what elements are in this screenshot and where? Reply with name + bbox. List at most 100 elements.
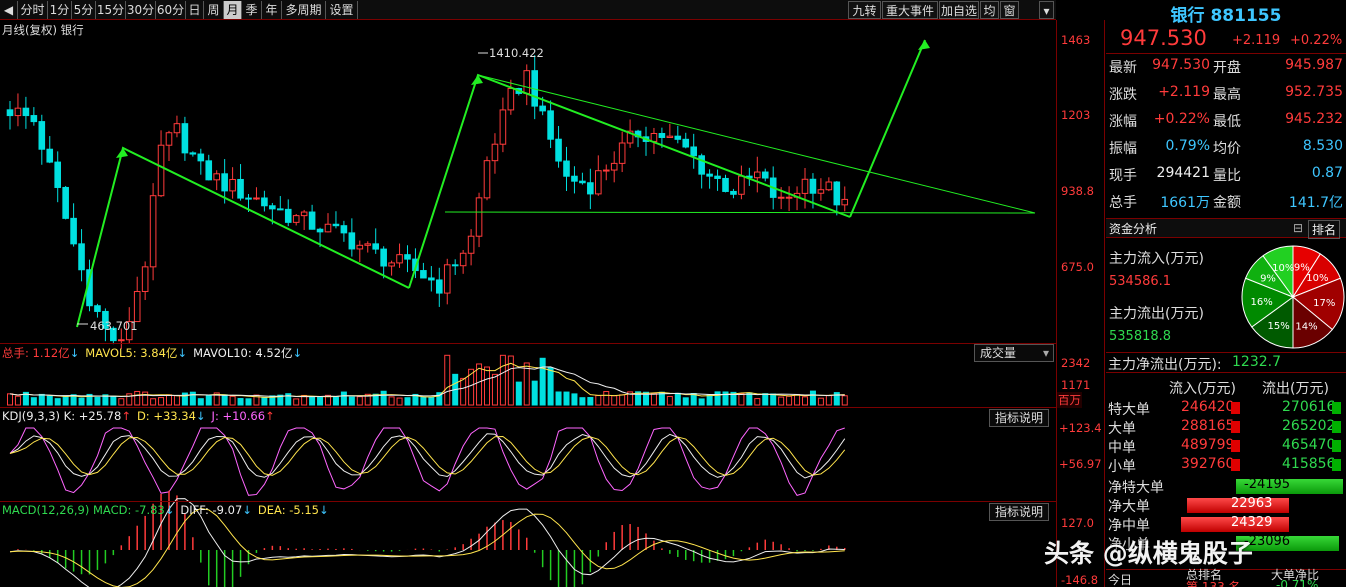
net-label: 净特大单 <box>1108 480 1164 496</box>
candle-body <box>221 173 228 192</box>
volume-bar <box>722 391 729 406</box>
period-tab[interactable]: 年 <box>262 1 282 19</box>
macd-tick: -146.8 <box>1061 573 1099 587</box>
net-label: 净大单 <box>1108 499 1150 515</box>
kdj-line <box>9 427 845 496</box>
quote-row: 最新 947.530 开盘 945.987 <box>1106 57 1346 84</box>
toolbar-button[interactable]: 窗 <box>1000 1 1019 19</box>
toolbar-button[interactable]: 加自选 <box>939 1 979 19</box>
flow-row: 大单 288165 265202 <box>1106 418 1346 437</box>
period-tab[interactable]: 15分 <box>96 1 126 19</box>
period-tab[interactable]: 设置 <box>326 1 358 19</box>
candle-body <box>451 264 459 267</box>
arrow-down-icon: ↓ <box>292 346 303 360</box>
quote-row: 现手 294421 量比 0.87 <box>1106 165 1346 192</box>
toolbar-button[interactable]: 重大事件 <box>882 1 938 19</box>
net-value: -24195 <box>1244 477 1291 492</box>
volume-bar <box>205 394 212 406</box>
volume-bar <box>62 395 69 406</box>
volume-bar <box>786 395 793 406</box>
macd-help-button[interactable]: 指标说明 <box>989 503 1050 521</box>
volume-bar <box>70 394 77 406</box>
large-net-ratio-value: -0.71% <box>1276 578 1319 587</box>
period-tab[interactable]: 多周期 <box>282 1 326 19</box>
dropdown-arrow-icon[interactable]: ▾ <box>1039 1 1054 19</box>
net-flow-label: 主力净流出(万元): <box>1108 357 1222 373</box>
settings-icon[interactable]: ⊟ <box>1293 221 1304 235</box>
macd-line <box>9 507 845 587</box>
volume-bar <box>515 381 522 406</box>
volume-bar <box>468 368 475 406</box>
candle-body <box>555 138 562 162</box>
volume-bar <box>778 396 785 406</box>
volume-bar <box>317 396 324 406</box>
toolbar-button[interactable]: 九转 <box>848 1 881 19</box>
inflow-bar <box>1231 459 1240 471</box>
candle-body <box>579 180 586 184</box>
divider <box>0 343 1056 344</box>
arrow-down-icon: ↓ <box>319 503 329 517</box>
candle-body <box>547 110 554 140</box>
volume-bar <box>499 354 506 406</box>
volume-button-label: 成交量 <box>980 346 1017 360</box>
volume-bar <box>189 391 196 406</box>
arrow-up-icon: ↑ <box>265 409 275 423</box>
candle-body <box>841 198 849 206</box>
period-tab[interactable]: 周 <box>204 1 224 19</box>
period-tab[interactable]: 日 <box>186 1 204 19</box>
period-tab[interactable]: 1分 <box>48 1 72 19</box>
volume-bar <box>102 394 109 406</box>
volume-bar <box>412 393 419 406</box>
candle-body <box>674 135 682 140</box>
period-tab[interactable]: 分时 <box>18 1 48 19</box>
net-flow-value: 1232.7 <box>1232 354 1281 370</box>
stock-name: 银行 881155 <box>1170 6 1282 26</box>
period-tab[interactable]: 30分 <box>126 1 156 19</box>
period-tab[interactable]: 60分 <box>156 1 186 19</box>
flow-value: 465470 <box>1282 437 1336 453</box>
kdj-help-button[interactable]: 指标说明 <box>989 409 1050 427</box>
candle-body <box>6 109 14 117</box>
quote-row: 总手 1661万 金额 141.7亿 <box>1106 192 1346 219</box>
candle-body <box>269 205 276 210</box>
period-tab[interactable]: 5分 <box>72 1 96 19</box>
volume-indicator-button[interactable]: 成交量 ▾ <box>974 344 1054 362</box>
indicator-text: KDJ(9,3,3) K: +25.78 <box>2 409 122 423</box>
quote-value: 945.232 <box>1285 111 1343 127</box>
divider <box>0 407 1056 408</box>
candle-body <box>809 178 817 194</box>
price-tick: 675.0 <box>1061 260 1094 274</box>
volume-bar <box>166 394 172 406</box>
candle-body <box>396 254 403 264</box>
kdj-tick: +56.97 <box>1059 457 1102 471</box>
resistance-line <box>477 74 1036 214</box>
volume-bar <box>619 394 626 406</box>
last-price: 947.530 <box>1120 26 1207 50</box>
kline-chart-svg[interactable] <box>0 20 1105 587</box>
indicator-value: DIFF: -9.07↓ <box>180 503 252 517</box>
candle-body <box>459 252 467 267</box>
volume-bar <box>110 395 117 406</box>
toolbar-button[interactable]: 均 <box>980 1 999 19</box>
candle-body <box>436 279 443 294</box>
tab-fund-analysis[interactable]: 资金分析 <box>1109 222 1158 236</box>
candle-body <box>825 181 833 191</box>
main-outflow-label: 主力流出(万元) <box>1109 306 1204 322</box>
outflow-bar <box>1332 421 1341 433</box>
flow-label: 中单 <box>1108 440 1136 456</box>
period-tab[interactable]: 月 <box>224 1 242 19</box>
indicator-value: DEA: -5.15↓ <box>258 503 329 517</box>
rank-button[interactable]: 排名 <box>1308 220 1341 239</box>
volume-bar <box>571 393 578 406</box>
quote-label: 量比 <box>1213 168 1241 184</box>
volume-bar <box>738 393 745 406</box>
volume-bar <box>348 396 355 406</box>
prev-arrow-icon[interactable]: ◀ <box>0 1 18 19</box>
volume-bar <box>706 394 713 406</box>
arrow-down-icon: ↓ <box>242 503 252 517</box>
period-tab[interactable]: 季 <box>242 1 262 19</box>
candle-body <box>563 160 570 177</box>
period-toolbar: ◀ 分时 1分 5分 15分 30分 60分日周月季年多周期 设置 九转 重大事件 加自选均窗 … <box>0 0 1056 20</box>
volume-bar <box>579 397 586 406</box>
indicator-value: D: +33.34↓ <box>137 409 206 423</box>
